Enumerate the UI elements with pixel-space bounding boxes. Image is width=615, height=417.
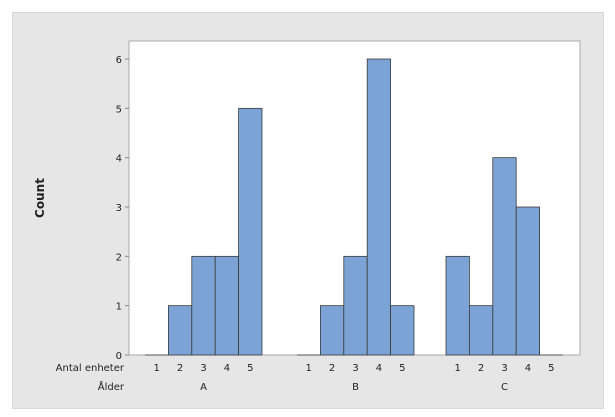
y-tick-label: 4 [116, 154, 122, 165]
x-tick-label: 5 [247, 363, 253, 374]
bar-A-2 [167, 305, 193, 356]
y-axis: 0 1 2 3 4 5 6 [116, 55, 129, 362]
bar-B-5 [390, 305, 415, 356]
x-tick-label: 2 [478, 363, 484, 374]
y-tick-label: 5 [116, 104, 122, 115]
x-tick-label: 5 [399, 363, 405, 374]
group-label-B: B [352, 382, 359, 393]
bars [145, 58, 563, 356]
x-tick-label: 3 [352, 363, 358, 374]
bar-A-5 [238, 107, 263, 356]
bar-C-2 [468, 305, 494, 356]
y-tick-label: 2 [116, 252, 122, 263]
x-tick-label: 3 [501, 363, 507, 374]
group-label-C: C [501, 382, 508, 393]
bar-B-3 [343, 255, 368, 356]
x-tick-label: 2 [177, 363, 183, 374]
row-label-antal-enheter: Antal enheter [56, 363, 125, 374]
y-tick-label: 1 [116, 302, 122, 313]
bar-C-3 [492, 157, 517, 356]
x-tick-label: 1 [455, 363, 461, 374]
bar-C-1 [445, 255, 470, 356]
x-axis-labels: 1 2 3 4 5 A 1 2 3 4 5 B 1 2 3 4 5 C [154, 363, 555, 393]
x-tick-label: 3 [200, 363, 206, 374]
y-tick-label: 3 [116, 203, 122, 214]
bar-A-3 [191, 255, 216, 356]
bar-C-4 [515, 206, 541, 356]
x-tick-label: 2 [329, 363, 335, 374]
x-tick-label: 1 [306, 363, 312, 374]
x-tick-label: 4 [224, 363, 230, 374]
group-label-A: A [200, 382, 207, 393]
y-tick-label: 6 [116, 55, 122, 66]
x-tick-label: 5 [548, 363, 554, 374]
y-tick-label: 0 [116, 351, 122, 362]
x-tick-label: 4 [376, 363, 382, 374]
x-tick-label: 1 [154, 363, 160, 374]
row-label-alder: Ålder [98, 380, 125, 393]
bar-B-4 [366, 58, 392, 356]
bar-B-2 [319, 305, 345, 356]
x-tick-label: 4 [525, 363, 531, 374]
y-axis-label: Count [33, 178, 47, 218]
bar-A-4 [214, 255, 239, 356]
